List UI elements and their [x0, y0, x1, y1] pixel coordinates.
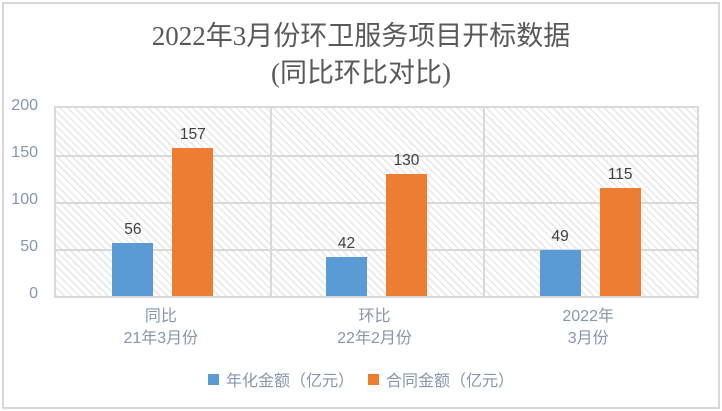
y-tick-label: 100 [11, 191, 38, 208]
legend-item: 合同金额（亿元） [368, 367, 514, 391]
plot-area: 56 157 42 130 49 115 [54, 106, 699, 298]
bar-value-label: 42 [337, 234, 356, 252]
chart-title-line2: (同比环比对比) [271, 58, 451, 88]
gridline-100 [56, 202, 697, 204]
bar-value-label: 157 [179, 126, 206, 144]
gridline-vertical-2 [483, 108, 486, 296]
bar-annualized: 42 [326, 235, 367, 296]
bars-container: 56 157 42 130 49 115 [56, 108, 697, 296]
gridline-vertical-1 [269, 108, 272, 296]
chart-title: 2022年3月份环卫服务项目开标数据 (同比环比对比) [0, 18, 722, 92]
category-group: 49 115 [483, 108, 697, 296]
x-axis-category-label: 2022年 3月份 [562, 308, 614, 347]
y-tick-label: 200 [11, 97, 38, 114]
y-axis: 200 150 100 50 0 [0, 97, 46, 302]
bar-contract: 157 [172, 126, 214, 296]
bar-contract: 130 [386, 152, 427, 296]
x-axis-category-label: 同比 21年3月份 [123, 308, 199, 347]
legend: 年化金额（亿元） 合同金额（亿元） [0, 367, 722, 391]
y-tick-label: 0 [29, 285, 38, 302]
bar-value-label: 115 [607, 165, 633, 183]
bar-annualized: 56 [112, 221, 154, 296]
y-tick-label: 150 [11, 144, 38, 161]
category-group: 56 157 [56, 108, 270, 296]
bar-value-label: 49 [551, 227, 569, 245]
bar-value-label: 130 [393, 151, 420, 169]
chart-title-line1: 2022年3月份环卫服务项目开标数据 [151, 21, 571, 51]
bar-annualized: 49 [539, 228, 581, 296]
legend-label: 合同金额（亿元） [386, 373, 515, 390]
x-axis: 同比 21年3月份 环比 22年2月份 2022年 3月份 [54, 306, 695, 350]
legend-swatch-icon [368, 373, 379, 385]
category-group: 42 130 [270, 108, 484, 296]
bar-contract: 115 [599, 166, 641, 296]
x-axis-category-label: 环比 22年2月份 [337, 308, 412, 347]
gridline-150 [56, 155, 697, 157]
bar-value-label: 56 [124, 221, 142, 239]
legend-label: 年化金额（亿元） [225, 373, 354, 390]
gridline-50 [56, 249, 697, 251]
legend-swatch-icon [207, 373, 219, 385]
legend-item: 年化金额（亿元） [207, 367, 354, 391]
y-tick-label: 50 [20, 238, 38, 255]
